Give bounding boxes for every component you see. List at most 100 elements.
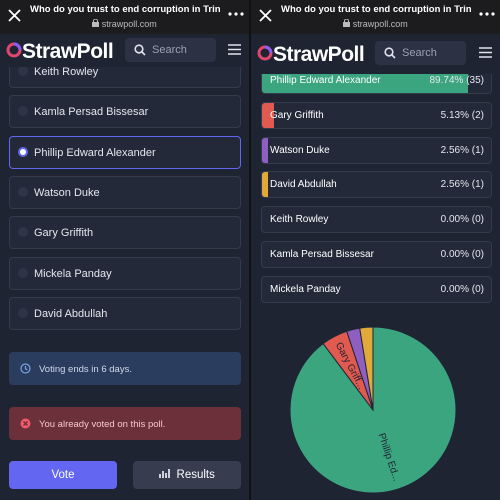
search-placeholder: Search	[402, 47, 437, 59]
results-list: Phillip Edward Alexander 89.74% (35) Gary …	[251, 74, 500, 314]
result-value: 5.13% (2)	[441, 110, 484, 121]
results-button[interactable]: Results	[133, 461, 241, 489]
option-label: David Abdullah	[34, 307, 108, 320]
url: strawpoll.com	[251, 18, 500, 29]
result-row: Gary Griffith 5.13% (2)	[261, 101, 492, 129]
result-row: Watson Duke 2.56% (1)	[261, 136, 492, 164]
option[interactable]: David Abdullah	[9, 296, 241, 330]
percent-label: 0.00%	[440, 283, 469, 295]
search-box[interactable]: Search	[375, 41, 466, 65]
option-label: Phillip Edward Alexander	[34, 146, 156, 159]
hamburger[interactable]	[228, 44, 241, 55]
radio	[18, 267, 28, 278]
logo-icon	[257, 45, 273, 61]
result-row: David Abdullah 2.56% (1)	[261, 171, 492, 199]
lock-icon	[343, 18, 351, 27]
close-icon[interactable]	[8, 9, 21, 22]
vote-label: (0)	[471, 283, 484, 295]
result-name: Keith Rowley	[270, 214, 329, 226]
result-name: Watson Duke	[270, 144, 330, 156]
percent-label: 5.13%	[440, 109, 469, 121]
logo-icon	[6, 42, 22, 58]
url: strawpoll.com	[0, 18, 249, 29]
result-bar	[262, 172, 268, 198]
result-name: Phillip Edward Alexander	[270, 75, 381, 86]
option-label: Watson Duke	[34, 186, 100, 199]
result-name: Kamla Persad Bissesar	[270, 249, 374, 260]
option[interactable]: Mickela Panday	[9, 256, 241, 290]
search-icon	[134, 44, 146, 56]
vote-label: (0)	[471, 214, 484, 226]
page-title: Who do you trust to end corruption in Tr…	[281, 4, 471, 15]
vote-label: (1)	[471, 144, 484, 156]
vote-label: (0)	[471, 249, 484, 260]
result-name: Mickela Panday	[270, 283, 341, 295]
option[interactable]: Kamla Persad Bissesar	[9, 95, 241, 129]
browser-bar: Who do you trust to end corruption in Tr…	[251, 0, 500, 34]
result-value: 89.74% (35)	[430, 75, 485, 86]
logo: StrawPoll	[273, 43, 365, 66]
result-bar	[262, 102, 274, 128]
error-text: You already voted on this poll.	[39, 419, 166, 430]
result-row: Mickela Panday 0.00% (0)	[261, 275, 492, 303]
notice: Voting ends in 6 days.	[9, 352, 241, 385]
menu-dots[interactable]	[228, 12, 244, 16]
search-placeholder: Search	[152, 44, 187, 56]
result-value: 0.00% (0)	[441, 214, 484, 225]
result-row: Phillip Edward Alexander 89.74% (35)	[261, 74, 492, 94]
option-label: Keith Rowley	[34, 67, 99, 78]
result-bar	[262, 74, 468, 93]
pie-slice	[359, 326, 374, 411]
percent-label: 89.74%	[429, 75, 464, 86]
close-icon[interactable]	[259, 9, 272, 22]
option-label: Gary Griffith	[34, 227, 94, 240]
url-text: strawpoll.com	[101, 19, 157, 29]
pie-chart: Phillip Ed...Gary Griff...	[289, 326, 457, 494]
result-row: Keith Rowley 0.00% (0)	[261, 206, 492, 234]
search-box[interactable]: Search	[125, 38, 216, 62]
result-value: 0.00% (0)	[441, 284, 484, 295]
option-label: Kamla Persad Bissesar	[34, 106, 149, 119]
option-label: Mickela Panday	[34, 267, 112, 280]
option[interactable]: Gary Griffith	[9, 216, 241, 250]
radio	[18, 146, 28, 157]
clock-icon	[20, 363, 31, 374]
results-icon	[159, 469, 171, 478]
lock-icon	[92, 18, 100, 27]
menu-dots[interactable]	[479, 12, 495, 16]
percent-label: 0.00%	[440, 249, 469, 260]
vote-label: (1)	[471, 179, 484, 191]
option[interactable]: Phillip Edward Alexander	[9, 135, 241, 169]
result-bar	[262, 137, 268, 163]
radio	[18, 67, 28, 76]
notice-text: Voting ends in 6 days.	[39, 364, 132, 375]
radio	[18, 227, 28, 238]
browser-bar: Who do you trust to end corruption in Tr…	[0, 0, 249, 34]
pie-slice	[289, 326, 457, 494]
url-text: strawpoll.com	[352, 19, 408, 29]
option[interactable]: Keith Rowley	[9, 67, 241, 88]
error-icon	[20, 418, 31, 429]
radio	[18, 307, 28, 318]
result-value: 0.00% (0)	[441, 249, 484, 260]
vote-label: (2)	[471, 109, 484, 121]
radio	[18, 186, 28, 197]
error: You already voted on this poll.	[9, 407, 241, 440]
percent-label: 2.56%	[440, 144, 469, 156]
results-button-text: Results	[176, 469, 215, 481]
page-title: Who do you trust to end corruption in Tr…	[30, 4, 220, 15]
result-name: Gary Griffith	[270, 109, 324, 121]
results-panel: Who do you trust to end corruption in Tr…	[251, 0, 500, 500]
percent-label: 0.00%	[440, 214, 469, 226]
vote-label: (35)	[466, 75, 484, 86]
vote-panel: Who do you trust to end corruption in Tr…	[0, 0, 249, 500]
logo: StrawPoll	[22, 40, 114, 63]
result-value: 2.56% (1)	[441, 179, 484, 190]
hamburger[interactable]	[479, 47, 492, 58]
vote-button[interactable]: Vote	[9, 461, 117, 489]
search-icon	[384, 47, 396, 59]
option[interactable]: Watson Duke	[9, 175, 241, 209]
result-name: David Abdullah	[270, 179, 337, 191]
radio	[18, 106, 28, 117]
